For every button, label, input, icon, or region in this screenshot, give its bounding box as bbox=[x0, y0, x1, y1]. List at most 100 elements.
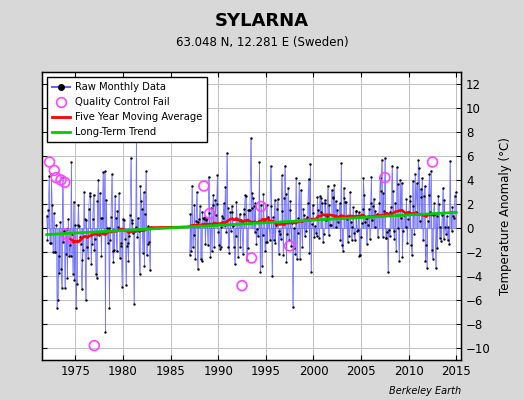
Point bbox=[145, 239, 154, 246]
Point bbox=[222, 229, 231, 235]
Point bbox=[130, 300, 138, 307]
Point bbox=[383, 235, 391, 242]
Point bbox=[192, 217, 200, 224]
Point bbox=[58, 174, 67, 181]
Point bbox=[331, 215, 339, 222]
Point bbox=[238, 282, 246, 289]
Point bbox=[185, 252, 194, 258]
Point bbox=[147, 224, 155, 230]
Point bbox=[312, 230, 320, 236]
Point bbox=[446, 208, 455, 215]
Point bbox=[47, 240, 55, 246]
Point bbox=[270, 196, 279, 203]
Point bbox=[299, 205, 307, 212]
Point bbox=[425, 171, 433, 178]
Point bbox=[240, 206, 248, 212]
Point bbox=[448, 204, 456, 210]
Point bbox=[61, 251, 70, 258]
Point bbox=[223, 150, 231, 156]
Point bbox=[189, 232, 198, 238]
Point bbox=[77, 241, 85, 248]
Point bbox=[265, 218, 273, 224]
Point bbox=[209, 192, 217, 198]
Point bbox=[241, 192, 249, 198]
Point bbox=[436, 224, 445, 230]
Point bbox=[242, 193, 250, 199]
Point bbox=[370, 224, 379, 231]
Point bbox=[191, 256, 199, 262]
Point bbox=[257, 202, 265, 208]
Point bbox=[138, 205, 146, 212]
Point bbox=[428, 159, 436, 165]
Point bbox=[438, 212, 446, 218]
Point bbox=[100, 230, 108, 236]
Point bbox=[356, 252, 365, 258]
Point bbox=[47, 170, 56, 177]
Point bbox=[266, 163, 275, 169]
Point bbox=[335, 200, 344, 206]
Point bbox=[447, 228, 456, 234]
Point bbox=[432, 265, 440, 271]
Point bbox=[93, 275, 101, 281]
Point bbox=[342, 198, 350, 205]
Point bbox=[346, 189, 354, 196]
Point bbox=[233, 216, 242, 222]
Point bbox=[286, 198, 294, 204]
Point bbox=[224, 244, 233, 250]
Point bbox=[307, 269, 315, 275]
Point bbox=[378, 234, 387, 240]
Point bbox=[46, 240, 54, 247]
Point bbox=[407, 241, 416, 248]
Point bbox=[111, 192, 119, 199]
Point bbox=[125, 233, 134, 240]
Point bbox=[267, 202, 276, 209]
Point bbox=[86, 193, 94, 200]
Point bbox=[59, 239, 68, 246]
Point bbox=[440, 196, 449, 203]
Point bbox=[408, 252, 416, 258]
Point bbox=[440, 236, 448, 242]
Point bbox=[118, 284, 126, 290]
Point bbox=[386, 209, 395, 215]
Point bbox=[300, 212, 308, 219]
Point bbox=[406, 193, 414, 199]
Point bbox=[350, 230, 358, 236]
Point bbox=[294, 214, 302, 221]
Point bbox=[269, 236, 278, 243]
Point bbox=[367, 173, 376, 180]
Point bbox=[203, 215, 211, 221]
Point bbox=[200, 216, 208, 223]
Point bbox=[243, 257, 251, 263]
Point bbox=[55, 270, 63, 276]
Point bbox=[278, 172, 286, 178]
Point bbox=[344, 213, 353, 220]
Point bbox=[446, 158, 454, 164]
Point bbox=[320, 197, 329, 203]
Point bbox=[139, 189, 148, 196]
Point bbox=[225, 250, 234, 256]
Point bbox=[351, 236, 359, 243]
Point bbox=[128, 217, 137, 223]
Point bbox=[227, 202, 236, 209]
Point bbox=[215, 242, 223, 248]
Point bbox=[272, 222, 280, 228]
Point bbox=[403, 216, 412, 222]
Point bbox=[283, 231, 291, 238]
Point bbox=[409, 203, 418, 209]
Point bbox=[284, 185, 292, 191]
Point bbox=[140, 263, 148, 270]
Point bbox=[228, 209, 237, 215]
Point bbox=[281, 191, 290, 198]
Point bbox=[355, 208, 363, 215]
Point bbox=[384, 269, 392, 275]
Point bbox=[246, 207, 254, 213]
Point bbox=[43, 237, 52, 243]
Point bbox=[107, 214, 115, 221]
Point bbox=[61, 285, 69, 292]
Point bbox=[209, 202, 217, 208]
Point bbox=[412, 208, 420, 215]
Point bbox=[204, 173, 213, 180]
Point bbox=[202, 217, 211, 223]
Point bbox=[192, 189, 201, 195]
Point bbox=[129, 230, 137, 236]
